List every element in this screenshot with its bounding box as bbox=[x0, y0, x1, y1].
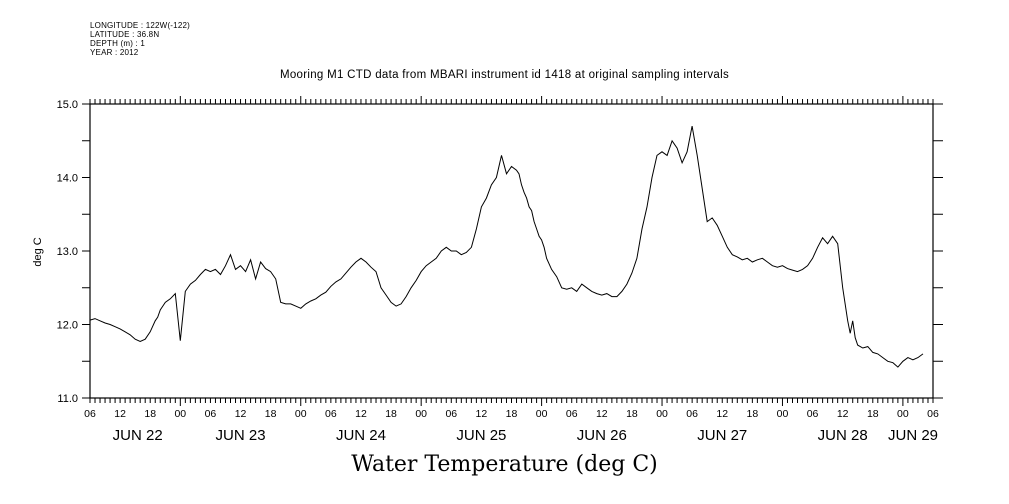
y-tick-label: 14.0 bbox=[57, 173, 78, 185]
metadata-block: LONGITUDE : 122W(-122) LATITUDE : 36.8N … bbox=[90, 21, 190, 57]
y-tick-label: 15.0 bbox=[57, 99, 78, 111]
axes bbox=[89, 103, 934, 399]
ticks bbox=[82, 96, 943, 406]
x-tick-label: 06 bbox=[566, 408, 578, 420]
temperature-line bbox=[89, 126, 924, 368]
x-tick-label: 06 bbox=[84, 408, 96, 420]
x-tick-label: 18 bbox=[867, 408, 879, 420]
plot-frame bbox=[89, 103, 934, 399]
chart-title: Mooring M1 CTD data from MBARI instrumen… bbox=[279, 69, 730, 81]
x-tick-label: 00 bbox=[174, 408, 186, 420]
x-tick-label: 12 bbox=[837, 408, 849, 420]
x-tick-label: 18 bbox=[747, 408, 759, 420]
x-tick-label: 18 bbox=[506, 408, 518, 420]
x-tick-label: 06 bbox=[445, 408, 457, 420]
x-tick-label: 12 bbox=[114, 408, 126, 420]
x-tick-label: 12 bbox=[716, 408, 728, 420]
meta-latitude: LATITUDE : 36.8N bbox=[90, 30, 160, 39]
x-tick-label: 00 bbox=[777, 408, 789, 420]
x-tick-label: 00 bbox=[415, 408, 427, 420]
series-layer bbox=[89, 126, 924, 368]
x-tick-label: 18 bbox=[144, 408, 156, 420]
day-label: JUN 22 bbox=[113, 427, 163, 444]
day-label: JUN 26 bbox=[577, 427, 627, 444]
meta-depth: DEPTH (m) : 1 bbox=[90, 39, 146, 48]
y-tick-label: 12.0 bbox=[57, 320, 78, 332]
x-tick-label: 12 bbox=[355, 408, 367, 420]
x-tick-label: 12 bbox=[596, 408, 608, 420]
day-label: JUN 29 bbox=[888, 427, 938, 444]
x-tick-label: 00 bbox=[897, 408, 909, 420]
x-tick-label: 12 bbox=[235, 408, 247, 420]
day-label: JUN 28 bbox=[818, 427, 868, 444]
meta-year: YEAR : 2012 bbox=[90, 48, 139, 57]
day-label: JUN 25 bbox=[456, 427, 506, 444]
x-tick-label: 18 bbox=[265, 408, 277, 420]
x-axis-title: Water Temperature (deg C) bbox=[351, 452, 658, 477]
y-axis-label: deg C bbox=[32, 237, 44, 266]
x-tick-label: 06 bbox=[807, 408, 819, 420]
x-tick-label: 00 bbox=[656, 408, 668, 420]
x-tick-label: 06 bbox=[325, 408, 337, 420]
meta-longitude: LONGITUDE : 122W(-122) bbox=[90, 21, 190, 30]
x-tick-label: 06 bbox=[927, 408, 939, 420]
x-tick-label: 06 bbox=[686, 408, 698, 420]
x-tick-label: 06 bbox=[205, 408, 217, 420]
x-tick-label: 00 bbox=[536, 408, 548, 420]
x-tick-label: 18 bbox=[385, 408, 397, 420]
x-tick-label: 00 bbox=[295, 408, 307, 420]
tick-labels: 11.0 12.0 13.0 14.0 15.0 06 12 18 00 06 12 18 00 06 12… bbox=[57, 99, 939, 444]
x-tick-label: 12 bbox=[476, 408, 488, 420]
day-label: JUN 23 bbox=[216, 427, 266, 444]
day-label: JUN 27 bbox=[697, 427, 747, 444]
x-tick-label: 18 bbox=[626, 408, 638, 420]
y-tick-label: 11.0 bbox=[57, 393, 78, 405]
y-tick-label: 13.0 bbox=[57, 246, 78, 258]
day-label: JUN 24 bbox=[336, 427, 386, 444]
